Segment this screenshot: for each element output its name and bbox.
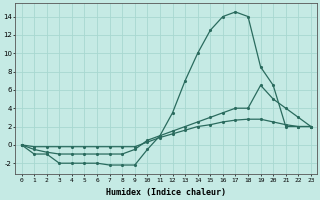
X-axis label: Humidex (Indice chaleur): Humidex (Indice chaleur) <box>106 188 226 197</box>
